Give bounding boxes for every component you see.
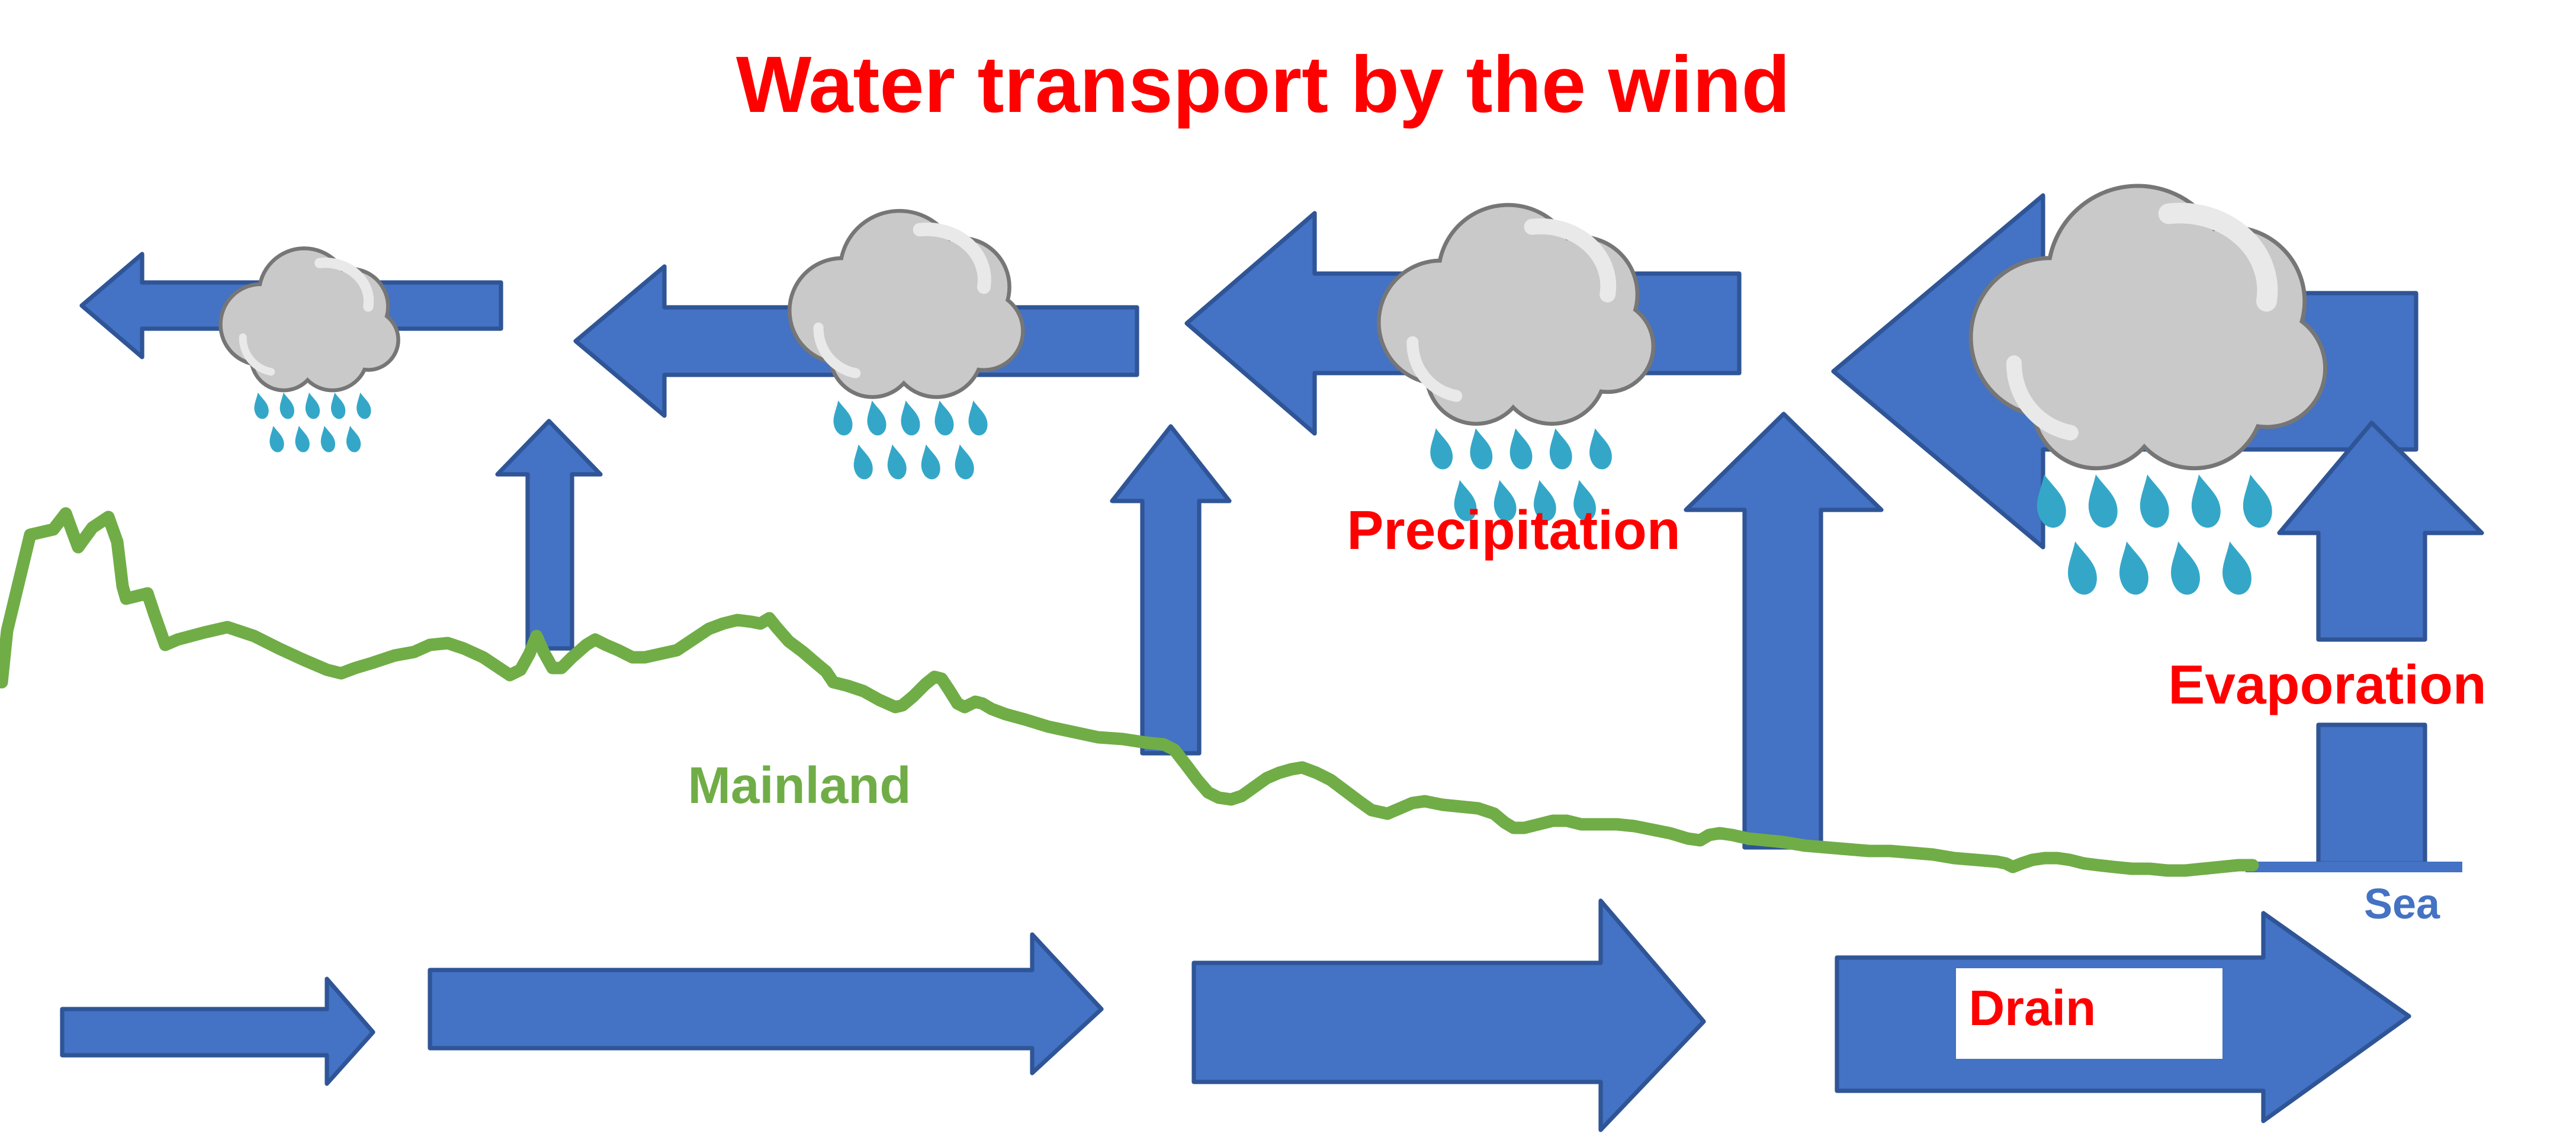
evaporation-arrow-shaft — [2316, 722, 2427, 866]
rise-arrow-up-1 — [495, 419, 603, 651]
ground-flow-arrow-3 — [1191, 898, 1706, 1132]
rain-cloud-large-icon — [1381, 207, 1652, 523]
rise-arrow-up-3 — [1684, 412, 1884, 850]
page-title: Water transport by the wind — [736, 40, 1790, 129]
mainland-label: Mainland — [688, 757, 911, 814]
ground-flow-arrow-1 — [60, 977, 375, 1086]
sea-label: Sea — [2364, 881, 2440, 928]
evaporation-label: Evaporation — [2168, 654, 2486, 715]
evaporation-arrow-head — [2277, 420, 2484, 642]
rise-arrow-up-2 — [1110, 424, 1232, 756]
precipitation-label: Precipitation — [1347, 499, 1680, 561]
drain-label: Drain — [1969, 980, 2096, 1036]
rain-cloud-medium-icon — [792, 213, 1022, 481]
ground-flow-arrow-2 — [428, 932, 1104, 1075]
drain-label-box — [1956, 968, 2222, 1059]
mainland-terrain-line — [0, 507, 2259, 877]
